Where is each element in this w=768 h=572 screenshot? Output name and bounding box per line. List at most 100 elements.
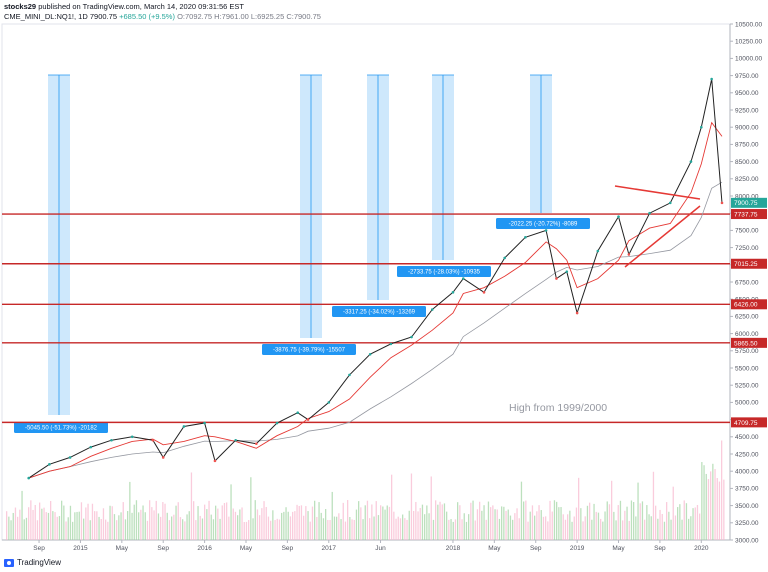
volume-bar (344, 521, 347, 540)
volume-bar (243, 521, 245, 540)
y-tick-label: 3250.00 (735, 520, 759, 527)
x-tick-label: 2019 (570, 545, 585, 552)
volume-bar (230, 484, 232, 540)
volume-bar (67, 517, 69, 540)
level-price-tag (731, 258, 767, 269)
volume-bar (490, 507, 492, 540)
volume-bar (575, 507, 578, 540)
volume-bar (593, 503, 595, 540)
volume-bar (562, 514, 564, 540)
symbol-line: CME_MINI_DL:NQ1!, 1D 7900.75 +685.50 (+9… (4, 12, 321, 22)
price-point (689, 160, 693, 163)
volume-bar (52, 511, 54, 540)
volume-bar (437, 504, 439, 540)
price-point (161, 456, 165, 459)
volume-bar (263, 501, 265, 540)
volume-bar (32, 509, 34, 540)
volume-bar (463, 513, 465, 540)
volume-bar (637, 482, 639, 540)
volume-bar (43, 507, 45, 540)
volume-bar (166, 512, 168, 540)
volume-bar (329, 520, 331, 540)
volume-bar (23, 519, 25, 540)
volume-bar (173, 514, 175, 540)
price-point (151, 438, 155, 442)
publisher-name: stocks29 (4, 2, 37, 11)
price-point (389, 342, 393, 346)
volume-bar (113, 514, 116, 540)
volume-bar (648, 514, 650, 540)
volume-bar (149, 500, 151, 540)
y-tick-label: 8500.00 (735, 159, 759, 166)
volume-bar (472, 500, 474, 540)
volume-bar (186, 514, 188, 540)
price-point (213, 459, 217, 463)
volume-bar (162, 502, 164, 540)
price-point (89, 445, 93, 449)
volume-bar (723, 479, 725, 540)
volume-bar (608, 504, 611, 540)
y-tick-label: 4500.00 (735, 434, 759, 441)
volume-bar (512, 519, 514, 540)
volume-bar (668, 511, 670, 540)
volume-bar (276, 518, 278, 540)
volume-bar (85, 507, 87, 540)
volume-bar (54, 512, 56, 540)
y-tick-label: 9000.00 (735, 125, 759, 132)
x-tick-label: May (612, 545, 625, 552)
volume-bar (699, 513, 701, 540)
y-tick-label: 4000.00 (735, 469, 759, 476)
volume-bar (270, 520, 272, 540)
volume-bar (426, 505, 428, 540)
volume-bar (8, 516, 10, 540)
volume-bar (371, 504, 373, 540)
volume-bar (195, 520, 197, 540)
price-point (48, 463, 51, 466)
volume-bar (201, 518, 204, 540)
price-point (368, 352, 372, 356)
volume-bar (441, 504, 443, 540)
volume-bar (589, 502, 591, 540)
volume-bar (369, 518, 371, 540)
ohlc-values: O:7092.75 H:7961.00 L:6925.25 C:7900.75 (177, 12, 321, 21)
price-point (544, 229, 548, 232)
price-point (575, 311, 579, 315)
volume-bar (351, 519, 353, 540)
volume-bar (98, 516, 100, 540)
volume-bar (509, 515, 512, 540)
volume-bar (402, 514, 404, 540)
volume-bar (536, 511, 538, 540)
volume-bar (661, 513, 663, 540)
current-price-label: 7900.75 (734, 200, 758, 207)
volume-bar (663, 521, 666, 540)
price-point (503, 256, 506, 260)
volume-bar (175, 505, 177, 540)
volume-bar (600, 518, 602, 540)
x-tick-label: 2016 (197, 545, 212, 552)
volume-bar (122, 502, 124, 540)
volume-bar (670, 519, 672, 540)
volume-bar (100, 518, 102, 540)
volume-bar (424, 514, 426, 540)
volume-bar (393, 511, 395, 540)
volume-bar (635, 516, 637, 540)
drawdown-label-box (397, 266, 491, 277)
volume-bar (217, 508, 219, 540)
volume-bar (531, 505, 534, 540)
volume-bar (252, 518, 254, 540)
drawdown-label: -3876.75 (-39.79%) -15507 (273, 348, 346, 354)
volume-bar (320, 512, 322, 540)
volume-bar (157, 513, 160, 540)
price-point (27, 476, 30, 480)
volume-bar (316, 516, 318, 540)
volume-bar (450, 519, 452, 540)
x-tick-label: 2018 (446, 545, 461, 552)
volume-bar (547, 521, 549, 540)
price-point (410, 335, 413, 339)
x-tick-label: 2017 (322, 545, 337, 552)
volume-bar (188, 511, 190, 540)
drawdown-label-box (496, 218, 590, 229)
drawdown-label: -3317.25 (-34.02%) -13269 (343, 310, 416, 316)
volume-bar (529, 511, 531, 540)
